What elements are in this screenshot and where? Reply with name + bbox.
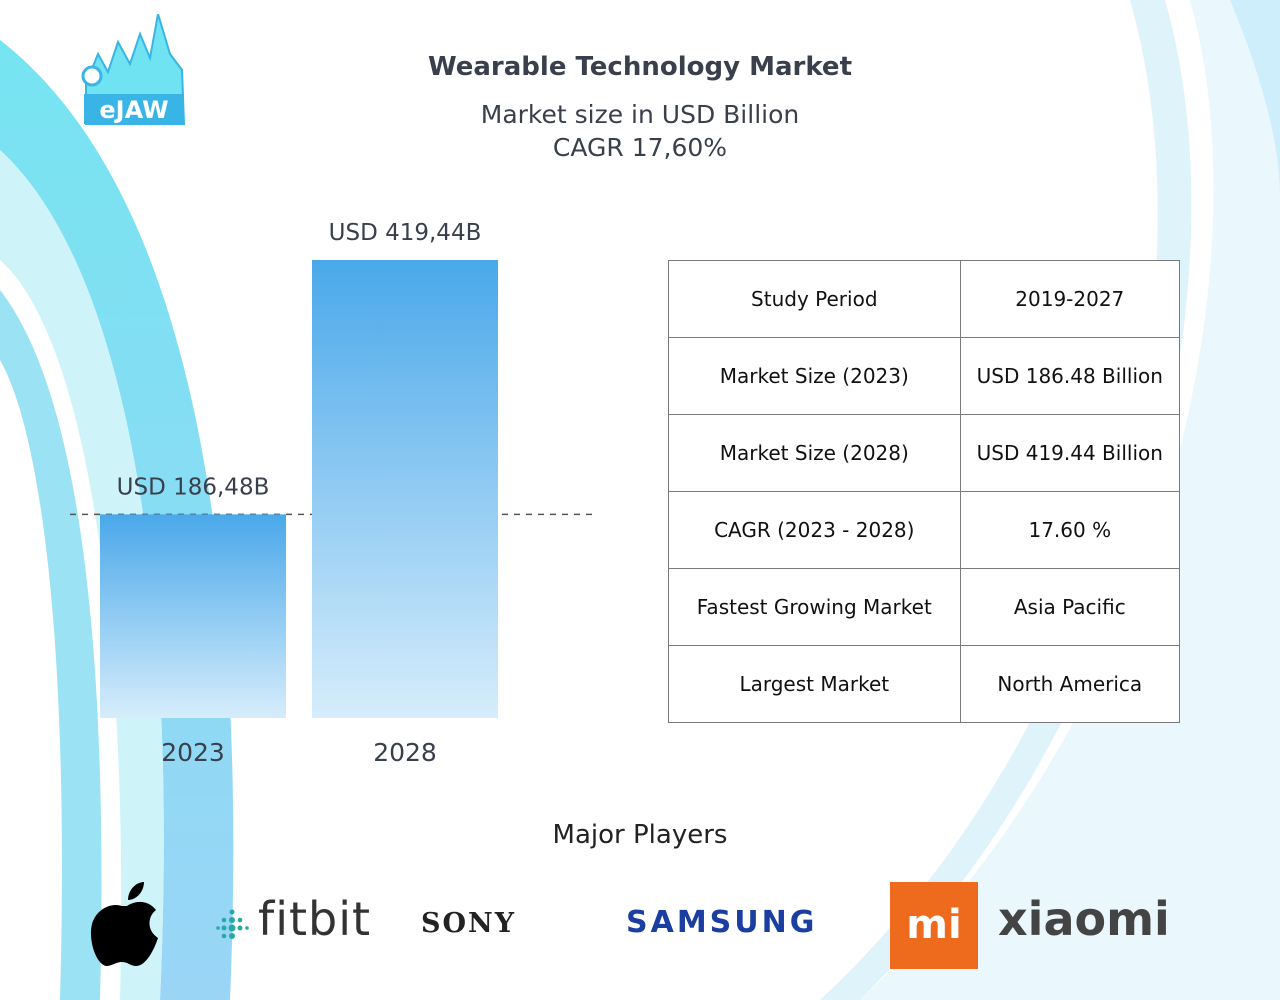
cagr-subtitle: CAGR 17,60% [552,133,728,162]
data-label-2028: USD 419,44B [329,220,482,246]
samsung-logo: SAMSUNG [626,905,818,940]
table-row: Market Size (2023) USD 186.48 Billion [668,337,1181,415]
table-key: Fastest Growing Market [668,568,961,646]
x-tick-2023: 2023 [161,738,225,767]
table-value: USD 186.48 Billion [959,337,1181,415]
table-key: Market Size (2023) [668,337,961,415]
table-key: Market Size (2028) [668,414,961,492]
table-value: 17.60 % [959,491,1181,569]
chart-title: Wearable Technology Market [428,52,852,82]
shark-jaw-icon: eJAW [81,14,186,125]
table-key: Largest Market [668,645,961,723]
xiaomi-logo: xiaomi [998,892,1170,946]
table-value: USD 419.44 Billion [959,414,1181,492]
table-row: CAGR (2023 - 2028) 17.60 % [668,491,1181,569]
data-label-2023: USD 186,48B [117,474,270,500]
table-key: CAGR (2023 - 2028) [668,491,961,569]
table-row: Market Size (2028) USD 419.44 Billion [668,414,1181,492]
bar-2028 [312,260,498,718]
sony-logo: SONY [421,908,516,939]
mi-mark: mi [906,902,962,948]
table-value: Asia Pacific [959,568,1181,646]
table-value: North America [959,645,1181,723]
players-title: Major Players [552,820,728,850]
fitbit-logo: fitbit [258,892,372,946]
table-value: 2019-2027 [959,260,1181,338]
mi-logo-icon: mi [890,882,978,969]
bar-2023 [100,514,286,718]
svg-text:eJAW: eJAW [99,96,168,124]
table-row: Study Period 2019-2027 [668,260,1181,338]
bar-chart: USD 186,48B 2023 USD 419,44B 2028 [70,220,595,767]
table-row: Fastest Growing Market Asia Pacific [668,568,1181,646]
x-tick-2028: 2028 [373,738,437,767]
table-key: Study Period [668,260,961,338]
chart-subtitle: Market size in USD Billion [480,100,800,129]
fitbit-dots-icon [216,909,249,939]
table-row: Largest Market North America [668,645,1181,723]
summary-table: Study Period 2019-2027 Market Size (2023)… [668,260,1181,723]
apple-logo [90,882,158,966]
